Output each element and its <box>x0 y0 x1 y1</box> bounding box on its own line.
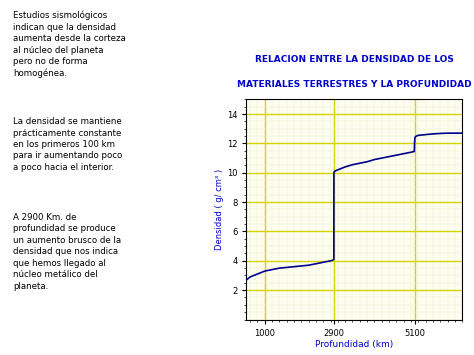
Text: A 2900 Km. de
profundidad se produce
un aumento brusco de la
densidad que nos in: A 2900 Km. de profundidad se produce un … <box>13 213 121 291</box>
Text: MATERIALES TERRESTRES Y LA PROFUNDIDAD: MATERIALES TERRESTRES Y LA PROFUNDIDAD <box>237 80 472 89</box>
Text: La densidad se mantiene
prácticamente constante
en los primeros 100 km
para ir a: La densidad se mantiene prácticamente co… <box>13 117 122 172</box>
Text: Estudios sismológicos
indican que la densidad
aumenta desde la corteza
al núcleo: Estudios sismológicos indican que la den… <box>13 11 126 78</box>
Text: RELACION ENTRE LA DENSIDAD DE LOS: RELACION ENTRE LA DENSIDAD DE LOS <box>255 55 454 64</box>
Y-axis label: Densidad ( g/ cm³ ): Densidad ( g/ cm³ ) <box>215 169 224 250</box>
X-axis label: Profundidad (km): Profundidad (km) <box>315 340 393 349</box>
